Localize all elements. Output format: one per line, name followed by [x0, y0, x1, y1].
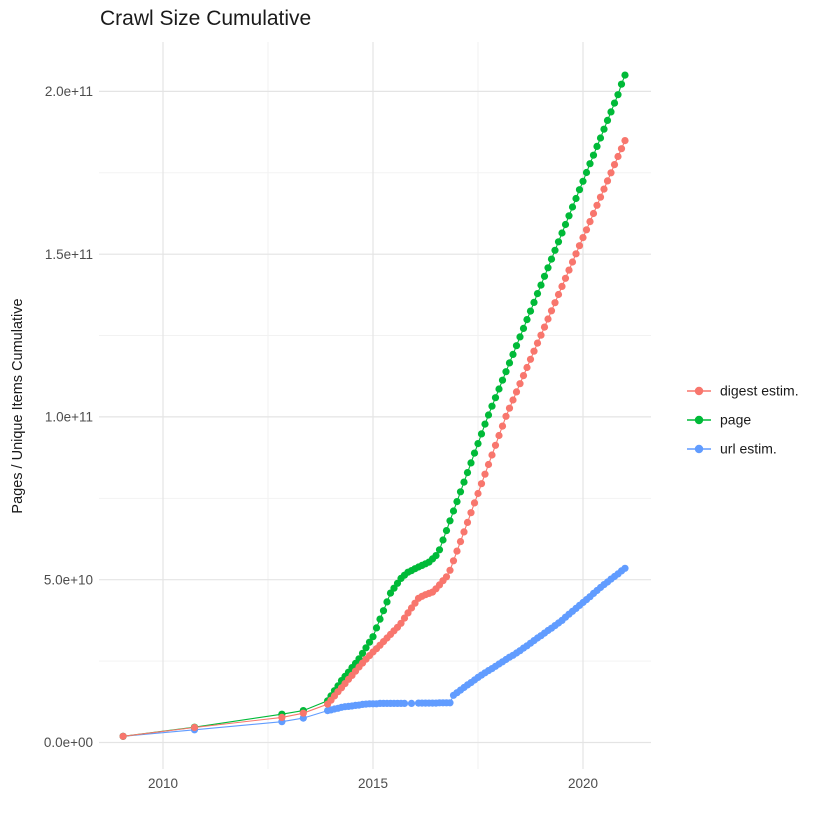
y-tick-label: 1.0e+11 — [45, 410, 93, 425]
series-digest-estim- — [119, 137, 629, 740]
grid-layer — [99, 42, 651, 769]
legend-key-dot-digest — [694, 386, 704, 396]
grid-major — [99, 42, 651, 769]
x-tick-label: 2020 — [568, 776, 598, 791]
legend-item-page: page — [687, 412, 751, 428]
legend: digest estim. page url estim. — [687, 383, 799, 457]
legend-key-dot-url — [694, 444, 704, 454]
legend-label-page: page — [720, 412, 751, 428]
legend-label-url: url estim. — [720, 441, 777, 457]
y-tick-label: 2.0e+11 — [45, 84, 93, 99]
y-tick-label: 5.0e+10 — [44, 572, 93, 587]
plot-title: Crawl Size Cumulative — [100, 7, 311, 30]
legend-key-dot-page — [694, 415, 704, 425]
legend-item-url-estim: url estim. — [687, 441, 777, 457]
x-tick-label: 2010 — [148, 776, 178, 791]
series-layer — [119, 71, 629, 740]
legend-label-digest: digest estim. — [720, 383, 799, 399]
axis-layer: 0.0e+00 5.0e+10 1.0e+11 1.5e+11 2.0e+11 2010 2… — [44, 84, 598, 791]
y-axis-title: Pages / Unique Items Cumulative — [10, 298, 26, 513]
legend-item-digest-estim: digest estim. — [687, 383, 799, 399]
series-page — [119, 71, 629, 740]
x-tick-label: 2015 — [358, 776, 388, 791]
y-tick-label: 0.0e+00 — [44, 735, 93, 750]
grid-minor — [99, 42, 651, 769]
y-tick-label: 1.5e+11 — [45, 247, 93, 262]
series-url-estim- — [119, 564, 629, 740]
